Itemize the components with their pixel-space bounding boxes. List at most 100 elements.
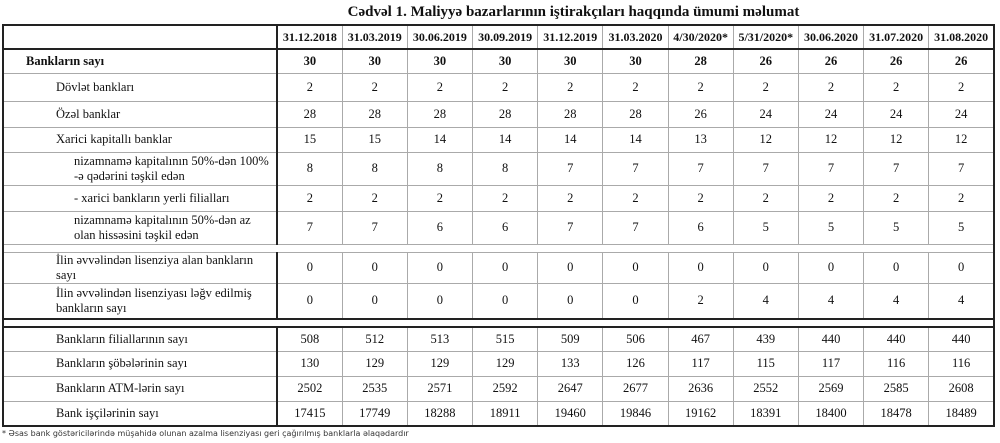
column-header: 31.12.2018 — [276, 24, 343, 50]
column-header: 4/30/2020* — [667, 24, 734, 50]
table-cell: 2 — [928, 184, 995, 212]
table-cell: 12 — [797, 126, 865, 153]
table-cell: 12 — [863, 126, 930, 153]
row-label: Bankların sayı — [2, 48, 278, 74]
row-label: nizamnamə kapitalının 50%-dən 100% -ə qə… — [2, 151, 278, 186]
table-cell: 8 — [406, 151, 474, 186]
table-cell: 467 — [667, 326, 734, 352]
table-cell: 116 — [863, 350, 930, 377]
table-cell: 512 — [341, 326, 408, 352]
table-cell: 2 — [341, 184, 408, 212]
table-row: Bank işçilərinin sayı 17415 17749 18288 1891… — [2, 400, 995, 427]
table-cell: 14 — [472, 126, 539, 153]
table-cell: 2571 — [406, 375, 474, 402]
table-row: nizamnamə kapitalının 50%-dən 100% -ə qə… — [2, 151, 995, 186]
table-cell: 2 — [863, 184, 930, 212]
table-cell: 7 — [602, 151, 669, 186]
row-label: Özəl banklar — [2, 100, 278, 128]
table-cell: 440 — [863, 326, 930, 352]
table-cell: 2552 — [732, 375, 799, 402]
table-cell: 14 — [406, 126, 474, 153]
table-cell: 508 — [276, 326, 343, 352]
table-row: nizamnamə kapitalının 50%-dən az olan hi… — [2, 210, 995, 245]
table-cell: 0 — [406, 282, 474, 320]
table-cell: 2 — [341, 72, 408, 102]
table-cell: 28 — [341, 100, 408, 128]
row-label: İlin əvvəlindən lisenziya alan bankların… — [2, 251, 278, 284]
table-cell: 0 — [341, 251, 408, 284]
table-cell: 5 — [797, 210, 865, 245]
table-cell: 7 — [537, 210, 604, 245]
column-header: 30.06.2020 — [797, 24, 865, 50]
row-label: nizamnamə kapitalının 50%-dən az olan hi… — [2, 210, 278, 245]
table-row: Bankların ATM-lərin sayı 2502 2535 2571 2592… — [2, 375, 995, 402]
table-cell: 30 — [602, 48, 669, 74]
table-cell: 13 — [667, 126, 734, 153]
table-cell: 0 — [537, 251, 604, 284]
table-cell: 7 — [667, 151, 734, 186]
table-cell: 2569 — [797, 375, 865, 402]
table-cell: 2535 — [341, 375, 408, 402]
table-cell: 130 — [276, 350, 343, 377]
table-cell: 0 — [472, 251, 539, 284]
table-cell: 7 — [928, 151, 995, 186]
table-cell: 0 — [406, 251, 474, 284]
table-cell: 2 — [667, 184, 734, 212]
table-cell: 133 — [537, 350, 604, 377]
divider — [3, 318, 994, 328]
column-header: 31.12.2019 — [537, 24, 604, 50]
table-cell: 18391 — [732, 400, 799, 427]
table-cell: 17415 — [276, 400, 343, 427]
table-cell: 0 — [732, 251, 799, 284]
table-cell: 8 — [472, 151, 539, 186]
column-header: 30.06.2019 — [406, 24, 474, 50]
row-label: Xarici kapitallı banklar — [2, 126, 278, 153]
banks-table: 31.12.2018 31.03.2019 30.06.2019 30.09.2019… — [2, 24, 995, 427]
row-label: Bank işçilərinin sayı — [2, 400, 278, 427]
table-cell: 26 — [863, 48, 930, 74]
table-cell: 0 — [797, 251, 865, 284]
table-cell: 5 — [732, 210, 799, 245]
table-row: Bankların filiallarının sayı 508 512 513 515… — [2, 326, 995, 352]
column-header: 31.08.2020 — [928, 24, 995, 50]
table-cell: 2 — [732, 72, 799, 102]
table-cell: 19162 — [667, 400, 734, 427]
row-label: Bankların şöbələrinin sayı — [2, 350, 278, 377]
table-cell: 4 — [928, 282, 995, 320]
table-cell: 19460 — [537, 400, 604, 427]
table-cell: 30 — [276, 48, 343, 74]
table-cell: 30 — [472, 48, 539, 74]
table-cell: 2585 — [863, 375, 930, 402]
table-cell: 4 — [797, 282, 865, 320]
table-cell: 515 — [472, 326, 539, 352]
table-cell: 2 — [863, 72, 930, 102]
table-cell: 439 — [732, 326, 799, 352]
table-cell: 2 — [602, 184, 669, 212]
column-header: 31.07.2020 — [863, 24, 930, 50]
table-cell: 18478 — [863, 400, 930, 427]
table-cell: 7 — [863, 151, 930, 186]
table-cell: 0 — [472, 282, 539, 320]
table-cell: 15 — [276, 126, 343, 153]
table-cell: 30 — [341, 48, 408, 74]
row-label: Dövlət bankları — [2, 72, 278, 102]
table-cell: 0 — [341, 282, 408, 320]
table-cell: 28 — [602, 100, 669, 128]
table-cell: 4 — [732, 282, 799, 320]
table-row: Bankların şöbələrinin sayı 130 129 129 129 13… — [2, 350, 995, 377]
table-cell: 0 — [537, 282, 604, 320]
table-row: İlin əvvəlindən lisenziyası ləğv edilmiş… — [2, 282, 995, 320]
table-cell: 8 — [341, 151, 408, 186]
table-cell: 2592 — [472, 375, 539, 402]
table-cell: 509 — [537, 326, 604, 352]
table-cell: 7 — [341, 210, 408, 245]
table-cell: 14 — [602, 126, 669, 153]
table-cell: 440 — [928, 326, 995, 352]
table-cell: 2 — [797, 72, 865, 102]
table-cell: 2 — [667, 282, 734, 320]
table-cell: 26 — [667, 100, 734, 128]
table-cell: 2 — [797, 184, 865, 212]
table-cell: 26 — [797, 48, 865, 74]
column-header: 31.03.2019 — [341, 24, 408, 50]
